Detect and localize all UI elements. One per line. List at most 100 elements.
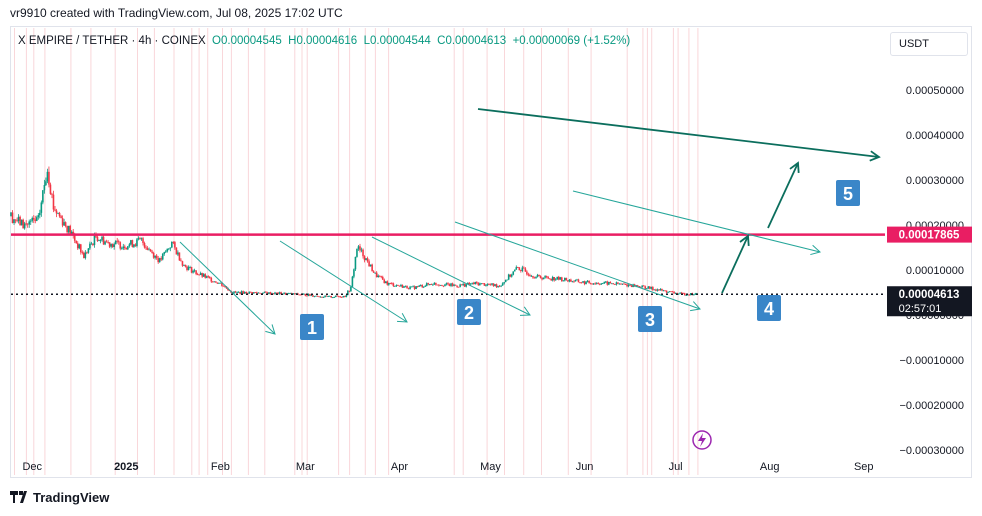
candle-body (504, 280, 507, 283)
candle-body (353, 269, 355, 277)
candle-body (336, 295, 339, 297)
wave-label-2: 2 (464, 303, 474, 323)
candle-body (256, 292, 258, 294)
candle-body (251, 292, 254, 294)
candle-body (468, 282, 471, 285)
change-value: +0.00000069 (+1.52%) (512, 35, 631, 47)
candle-body (392, 283, 395, 287)
candle-body (110, 243, 112, 247)
candle-body (588, 280, 590, 284)
candle-body (605, 281, 607, 283)
candle-body (325, 295, 328, 297)
candle-body (656, 289, 659, 291)
candle-body (309, 293, 311, 296)
candle-body (501, 283, 504, 286)
session-band (462, 28, 464, 475)
candle-body (210, 277, 213, 282)
candle-body (161, 253, 164, 260)
y-tick-label: −0.00020000 (899, 400, 964, 412)
candle-body (516, 267, 519, 268)
session-band (230, 28, 232, 475)
candle-body (105, 241, 108, 243)
tradingview-logo-icon (10, 491, 27, 503)
candle-body (381, 276, 384, 280)
wave-label-4: 4 (764, 299, 774, 319)
candle-body (677, 293, 680, 295)
candle-body (627, 284, 630, 287)
session-band (294, 28, 296, 475)
candle-body (175, 247, 178, 255)
currency-button[interactable]: USDT (890, 32, 968, 56)
candle-body (472, 282, 475, 285)
candle-body (208, 276, 211, 278)
candle-body (465, 284, 468, 287)
candle-body (54, 209, 56, 211)
candle-body (668, 291, 671, 293)
candle-body (342, 295, 345, 298)
session-band (672, 28, 674, 475)
candle-body (124, 246, 126, 249)
candle-body (360, 249, 363, 251)
candle-body (280, 292, 282, 295)
candle-body (351, 276, 354, 287)
brand-name: TradingView (33, 490, 110, 505)
candle-body (133, 244, 135, 248)
candle-body (25, 223, 27, 225)
candle-body (199, 273, 202, 276)
candle-body (57, 212, 59, 214)
candle-body (293, 293, 296, 295)
candle-body (284, 292, 287, 295)
candle-body (169, 247, 172, 249)
candle-body (583, 281, 586, 285)
candle-body (539, 275, 542, 279)
candle-body (442, 285, 445, 287)
candle-body (412, 286, 414, 288)
candle-body (119, 242, 122, 249)
candle-body (89, 243, 91, 249)
candle-body (371, 264, 373, 272)
candle-body (300, 294, 302, 296)
projection-arrow-top (477, 108, 880, 158)
session-band (114, 28, 116, 475)
wave-label-3: 3 (645, 310, 655, 330)
candle-body (644, 286, 647, 289)
candle-body (679, 292, 681, 294)
projection-arrow-4-head (739, 234, 750, 247)
candle-body (239, 291, 241, 294)
candle-body (653, 289, 656, 291)
candle-body (39, 212, 41, 216)
symbol-legend: X EMPIRE / TETHER · 4h · COINEX O0.00004… (18, 35, 630, 47)
chart-frame[interactable] (10, 26, 972, 478)
candle-body (479, 283, 481, 286)
candle-body (61, 218, 64, 226)
candle-body (611, 283, 613, 285)
candle-body (90, 243, 93, 245)
candle-body (512, 271, 515, 275)
candle-body (642, 285, 645, 287)
candle-body (86, 252, 88, 254)
candle-body (304, 293, 307, 296)
candle-body (507, 274, 510, 280)
candle-body (647, 286, 650, 289)
candle-body (134, 244, 137, 247)
candle-body (322, 297, 325, 298)
trend-arrow-5 (572, 190, 821, 253)
candle-body (222, 285, 225, 287)
projection-arrow-top-head (869, 150, 881, 162)
x-tick-label: Jul (669, 461, 683, 473)
candle-body (664, 290, 666, 292)
candle-body (60, 216, 62, 219)
y-tick-label: −0.00030000 (899, 445, 964, 457)
candle-body (158, 258, 161, 263)
candle-body (571, 281, 574, 283)
candle-body (192, 270, 194, 273)
candle-body (553, 277, 556, 281)
candle-body (676, 292, 678, 295)
candle-body (380, 276, 383, 278)
session-band (453, 28, 455, 475)
candle-body (23, 223, 26, 229)
candle-body (630, 285, 633, 288)
candle-body (120, 248, 123, 250)
candle-body (680, 292, 683, 294)
